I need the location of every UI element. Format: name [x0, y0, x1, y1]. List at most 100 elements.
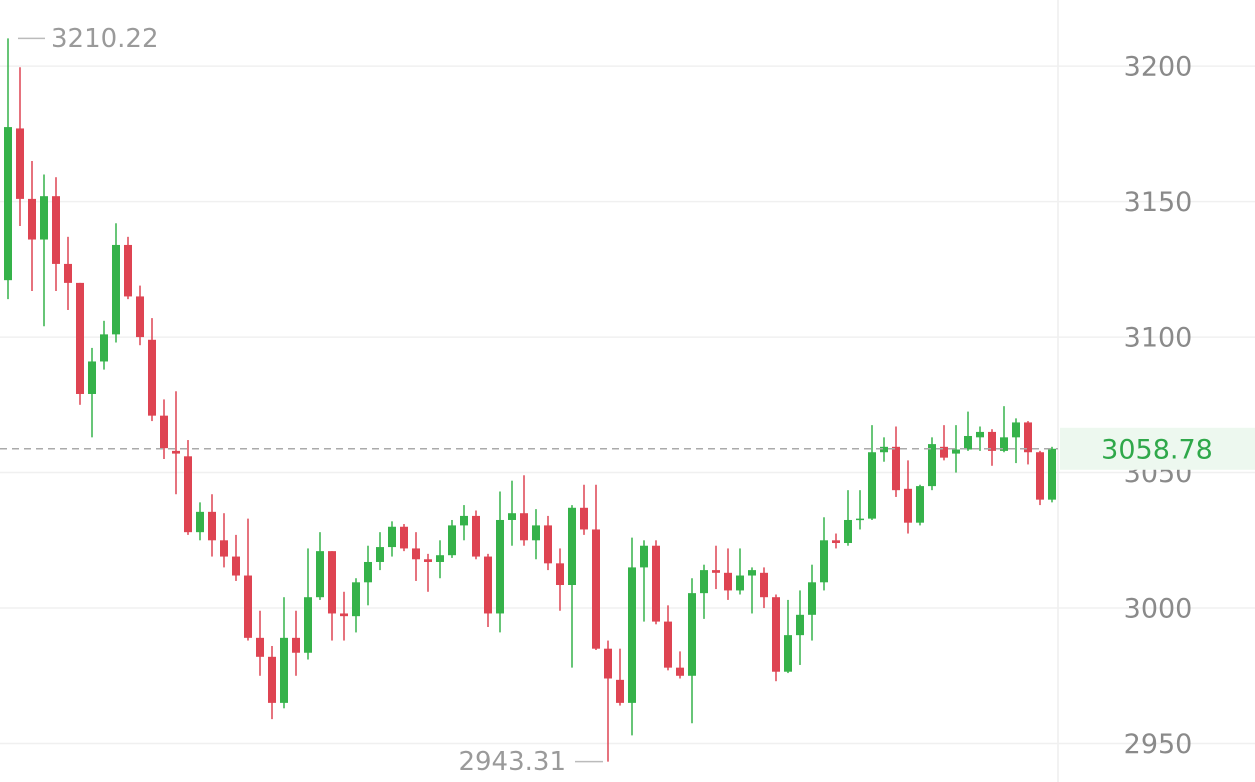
candle-body: [988, 431, 996, 451]
candle-body: [748, 570, 756, 576]
candle-body: [412, 548, 420, 560]
y-tick-label: 3150: [1124, 187, 1193, 218]
candle-body: [460, 515, 468, 526]
candle-body: [700, 570, 708, 594]
candle-body: [592, 529, 600, 649]
y-tick-label: 3100: [1124, 323, 1193, 354]
candle-body: [112, 244, 120, 335]
candle-body: [1048, 448, 1056, 500]
candle-body: [520, 513, 528, 541]
last-price-label: 3058.78: [1101, 434, 1213, 465]
candle-body: [556, 563, 564, 586]
candle-body: [964, 435, 972, 450]
candle-body: [76, 282, 84, 394]
min-label: 2943.31: [458, 747, 566, 777]
y-tick-label: 3200: [1124, 52, 1193, 83]
max-label: 3210.22: [51, 24, 159, 54]
candle-body: [808, 582, 816, 615]
candle-body: [940, 446, 948, 458]
candle-body: [304, 597, 312, 653]
candle-body: [532, 525, 540, 541]
candle-body: [52, 196, 60, 264]
y-tick-label: 3000: [1124, 594, 1193, 625]
last-price-box: [1060, 427, 1255, 470]
candle-body: [1000, 437, 1008, 451]
candle-body: [352, 582, 360, 617]
candle-body: [16, 128, 24, 199]
candle-body: [376, 547, 384, 562]
candle-body: [292, 637, 300, 653]
candle-body: [736, 575, 744, 591]
candle-body: [724, 572, 732, 591]
candle-body: [832, 540, 840, 544]
candle-body: [664, 621, 672, 668]
candle-body: [28, 198, 36, 240]
candle-body: [400, 526, 408, 549]
candle-body: [364, 561, 372, 583]
candle-body: [760, 572, 768, 598]
candle-body: [916, 486, 924, 523]
candle-body: [88, 361, 96, 394]
candle-body: [244, 575, 252, 638]
candle-body: [316, 551, 324, 598]
candle-body: [424, 559, 432, 562]
candle-body: [232, 556, 240, 576]
candle-body: [208, 511, 216, 541]
candle-body: [160, 415, 168, 449]
candle-body: [616, 679, 624, 703]
candle-body: [1024, 422, 1032, 453]
candle-body: [4, 127, 12, 281]
candle-body: [256, 637, 264, 657]
candle-body: [568, 507, 576, 586]
candle-body: [772, 597, 780, 672]
candle-body: [652, 545, 660, 622]
candle-body: [976, 431, 984, 438]
overlay: 3210.22 2943.31 3058.78: [0, 24, 1255, 777]
candle-body: [928, 444, 936, 487]
candle-body: [676, 667, 684, 676]
candle-body: [172, 450, 180, 454]
candle-body: [448, 525, 456, 556]
candle-body: [880, 446, 888, 453]
candle-body: [844, 519, 852, 544]
candle-body: [328, 551, 336, 614]
candle-body: [796, 614, 804, 636]
candle-body: [148, 339, 156, 416]
candle-body: [508, 513, 516, 520]
candle-body: [868, 452, 876, 519]
candle-body: [280, 637, 288, 703]
candle-body: [580, 507, 588, 530]
candle-body: [136, 296, 144, 338]
candle-body: [784, 635, 792, 672]
candle-body: [820, 540, 828, 583]
candle-body: [688, 593, 696, 676]
y-tick-label: 2950: [1124, 729, 1193, 760]
candle-body: [856, 518, 864, 521]
candle-body: [196, 511, 204, 533]
candle-body: [220, 540, 228, 557]
candle-body: [1036, 452, 1044, 500]
candle-body: [604, 648, 612, 679]
candle-body: [388, 526, 396, 548]
candle-body: [640, 545, 648, 568]
candle-body: [64, 263, 72, 283]
candle-body: [712, 570, 720, 573]
candle-body: [892, 446, 900, 491]
candle-body: [484, 556, 492, 614]
candle-body: [436, 555, 444, 562]
candle-body: [952, 449, 960, 454]
candle-body: [628, 567, 636, 703]
candle-body: [496, 519, 504, 614]
candle-body: [340, 613, 348, 617]
candle-body: [472, 515, 480, 557]
candle-body: [268, 656, 276, 703]
candle-body: [544, 525, 552, 564]
candle-body: [100, 334, 108, 362]
candles: [4, 38, 1056, 762]
candle-body: [1012, 422, 1020, 438]
candle-body: [184, 456, 192, 533]
candle-body: [40, 196, 48, 240]
candle-body: [124, 244, 132, 297]
